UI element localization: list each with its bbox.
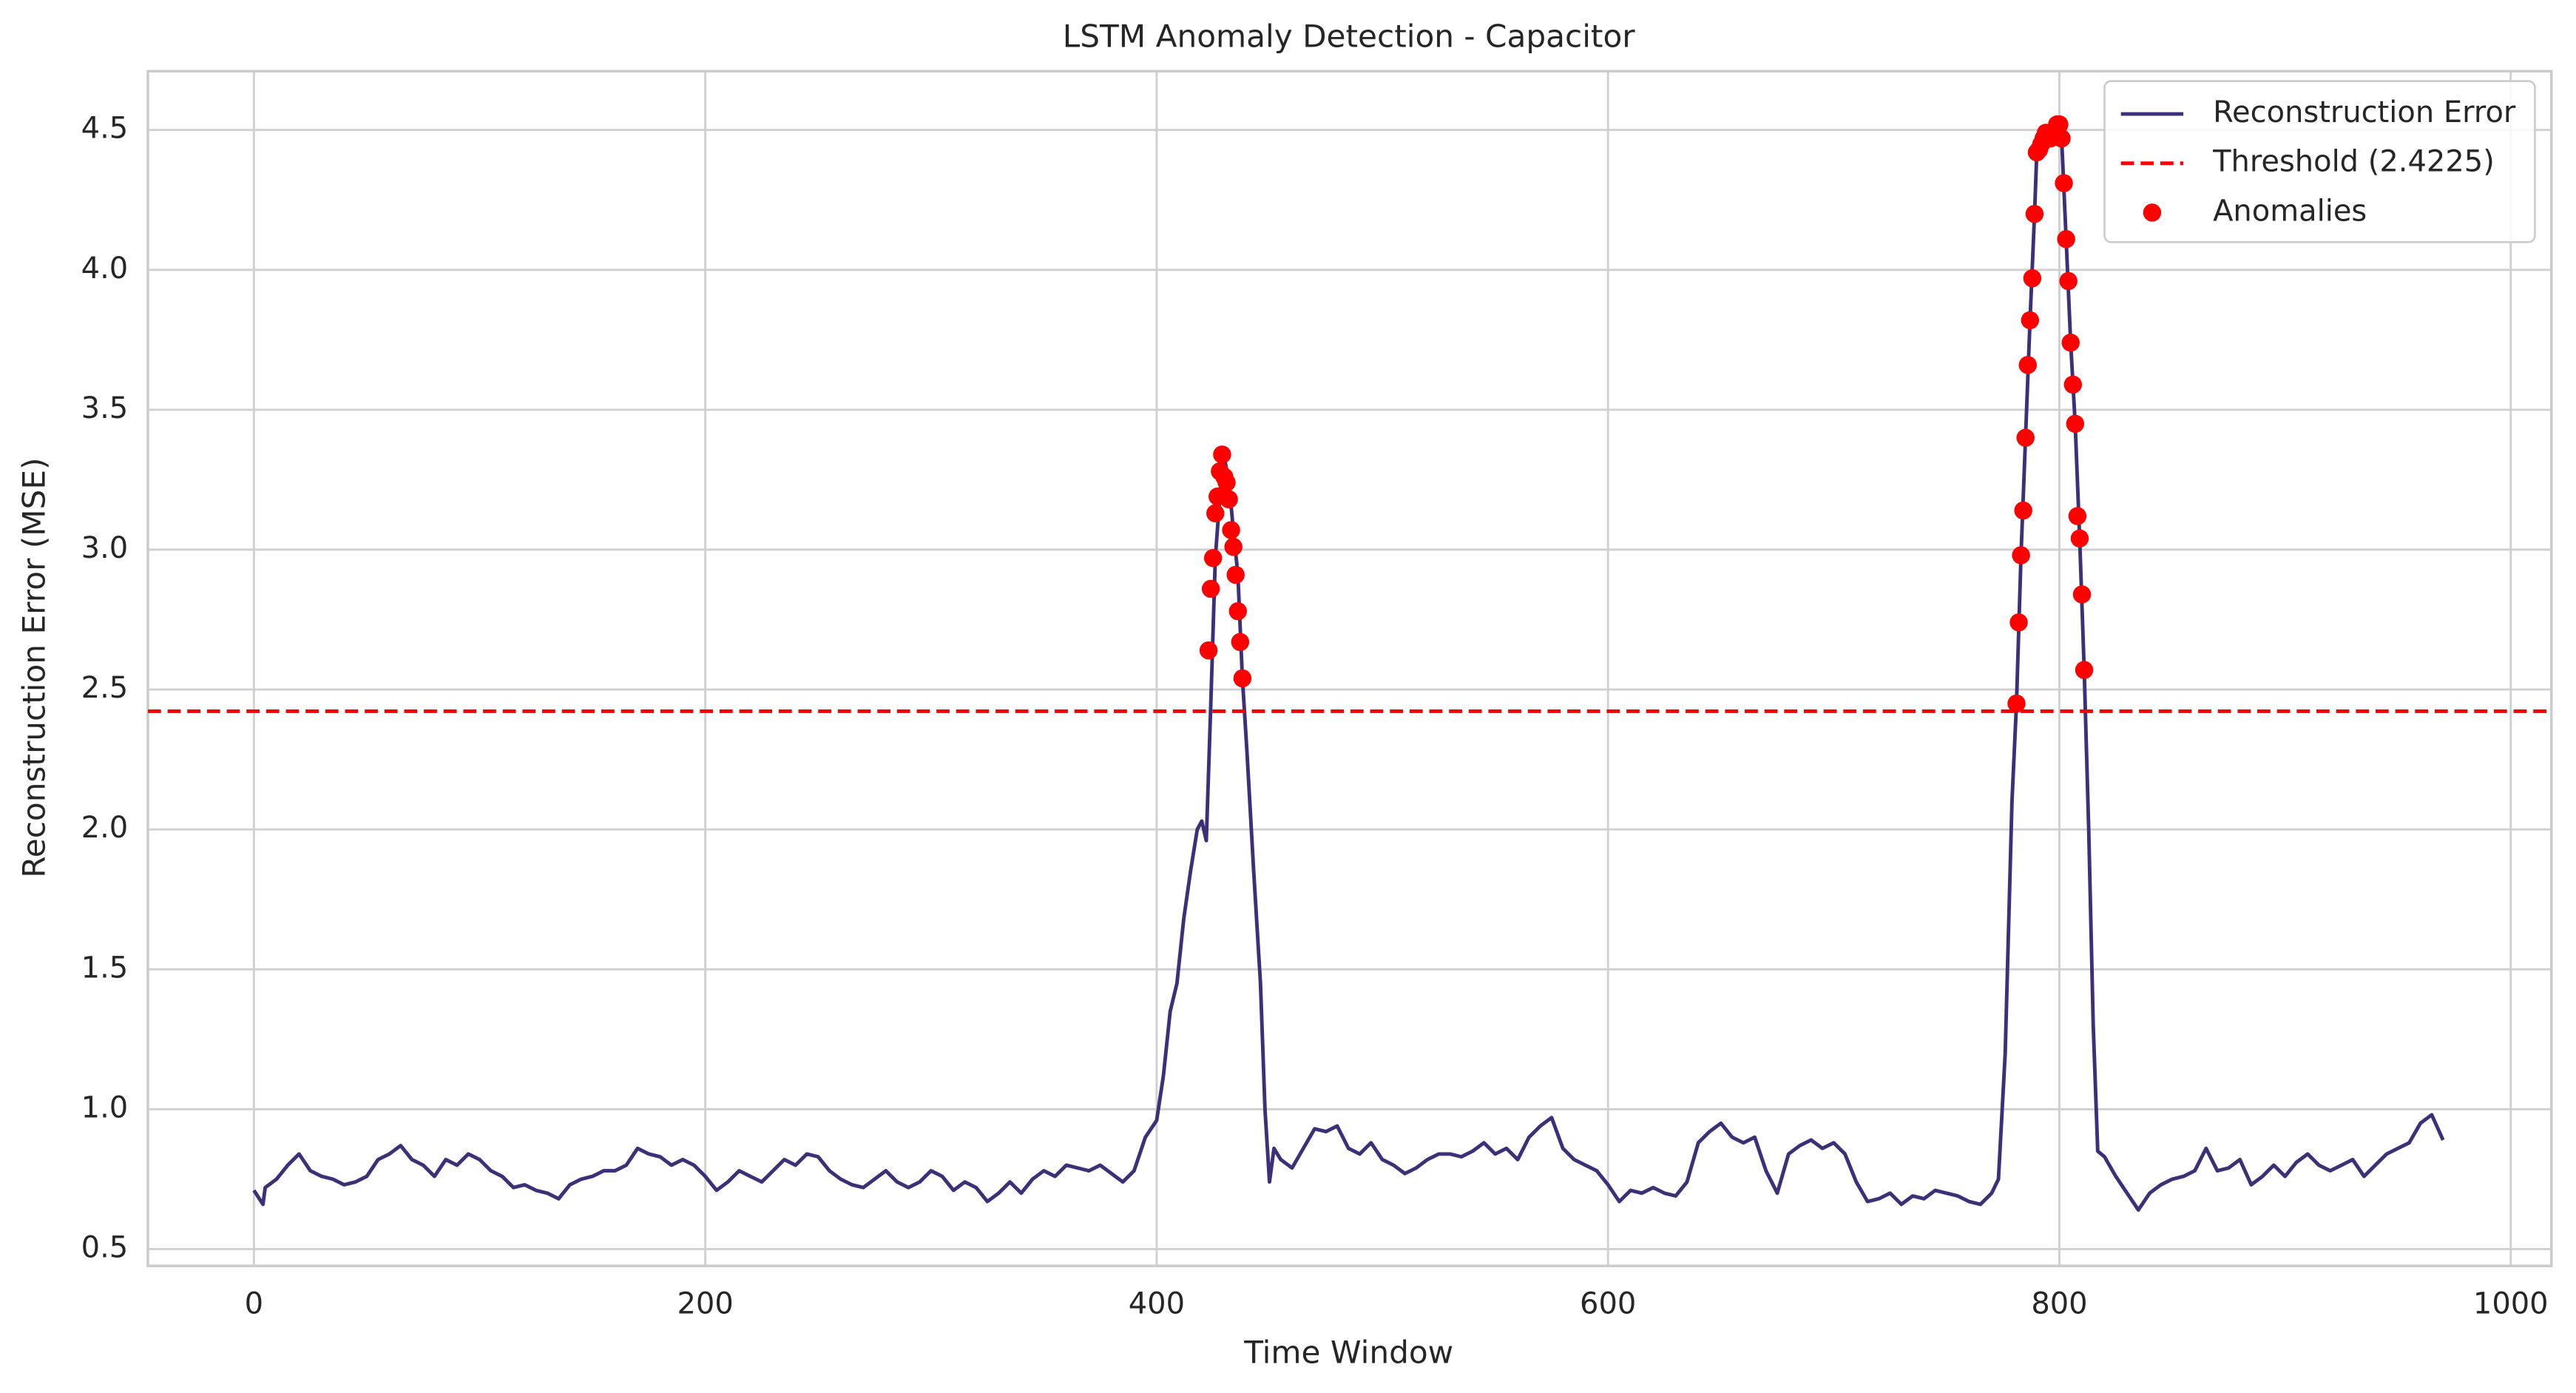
anomaly-point: [2050, 115, 2069, 134]
chart-title: LSTM Anomaly Detection - Capacitor: [1063, 18, 1636, 54]
anomaly-point: [2016, 428, 2035, 447]
anomaly-point: [2066, 414, 2085, 434]
anomaly-point: [1222, 521, 1240, 539]
anomaly-point: [1217, 473, 1236, 492]
x-axis-label: Time Window: [1243, 1335, 1453, 1371]
anomaly-point: [2021, 311, 2040, 330]
anomaly-point: [1231, 633, 1250, 652]
anomaly-point: [2075, 661, 2094, 679]
y-tick-label: 2.0: [81, 811, 129, 845]
legend-swatch: [2143, 203, 2162, 222]
error-line: [252, 122, 2445, 1212]
anomaly-point: [2068, 507, 2087, 525]
anomaly-point: [2070, 529, 2089, 548]
anomaly-point: [1220, 490, 1238, 509]
anomaly-point: [2025, 204, 2044, 223]
x-tick-label: 0: [245, 1286, 263, 1321]
plot-frame: [146, 70, 2553, 1267]
anomaly-point: [2023, 269, 2042, 288]
anomaly-point: [2072, 585, 2092, 604]
anomaly-point: [1201, 579, 1220, 598]
anomaly-point: [1203, 549, 1223, 567]
plot-area: [147, 115, 2552, 1212]
y-tick-label: 4.0: [81, 252, 129, 286]
x-tick-label: 200: [677, 1286, 733, 1321]
x-tick-label: 1000: [2473, 1286, 2549, 1321]
y-tick-label: 3.0: [81, 531, 129, 565]
y-tick-label: 4.5: [81, 112, 129, 146]
anomaly-point: [2063, 375, 2082, 394]
anomaly-point: [2009, 613, 2028, 632]
y-tick-label: 0.5: [81, 1230, 129, 1264]
anomaly-point: [1206, 504, 1225, 523]
anomaly-point: [2057, 229, 2075, 249]
anomaly-point: [2018, 356, 2037, 374]
anomaly-point: [2052, 129, 2071, 148]
anomaly-point: [2061, 333, 2080, 352]
y-tick-label: 2.5: [81, 671, 129, 705]
anomaly-point: [1224, 538, 1243, 556]
y-axis-label: Reconstruction Error (MSE): [16, 458, 52, 878]
anomaly-point: [2012, 546, 2030, 564]
y-tick-label: 1.0: [81, 1090, 129, 1124]
y-tick-label: 3.5: [81, 391, 129, 425]
x-tick-label: 600: [1580, 1286, 1636, 1321]
anomaly-point: [1228, 601, 1247, 621]
anomaly-point: [2055, 174, 2073, 192]
x-tick-label: 800: [2031, 1286, 2087, 1321]
anomaly-point: [1233, 669, 1252, 688]
y-tick-label: 1.5: [81, 951, 129, 985]
legend-label: Anomalies: [2213, 194, 2367, 228]
anomaly-point: [2059, 271, 2078, 291]
anomaly-point: [1226, 565, 1245, 584]
legend-box: [2103, 80, 2536, 243]
legend-label: Threshold (2.4225): [2212, 145, 2495, 179]
anomaly-point: [2014, 501, 2032, 520]
anomaly-point: [2007, 694, 2026, 713]
x-tick-label: 400: [1129, 1286, 1185, 1321]
anomaly-point: [1199, 641, 1218, 660]
anomaly-point: [1213, 445, 1231, 464]
legend-label: Reconstruction Error: [2213, 95, 2516, 129]
